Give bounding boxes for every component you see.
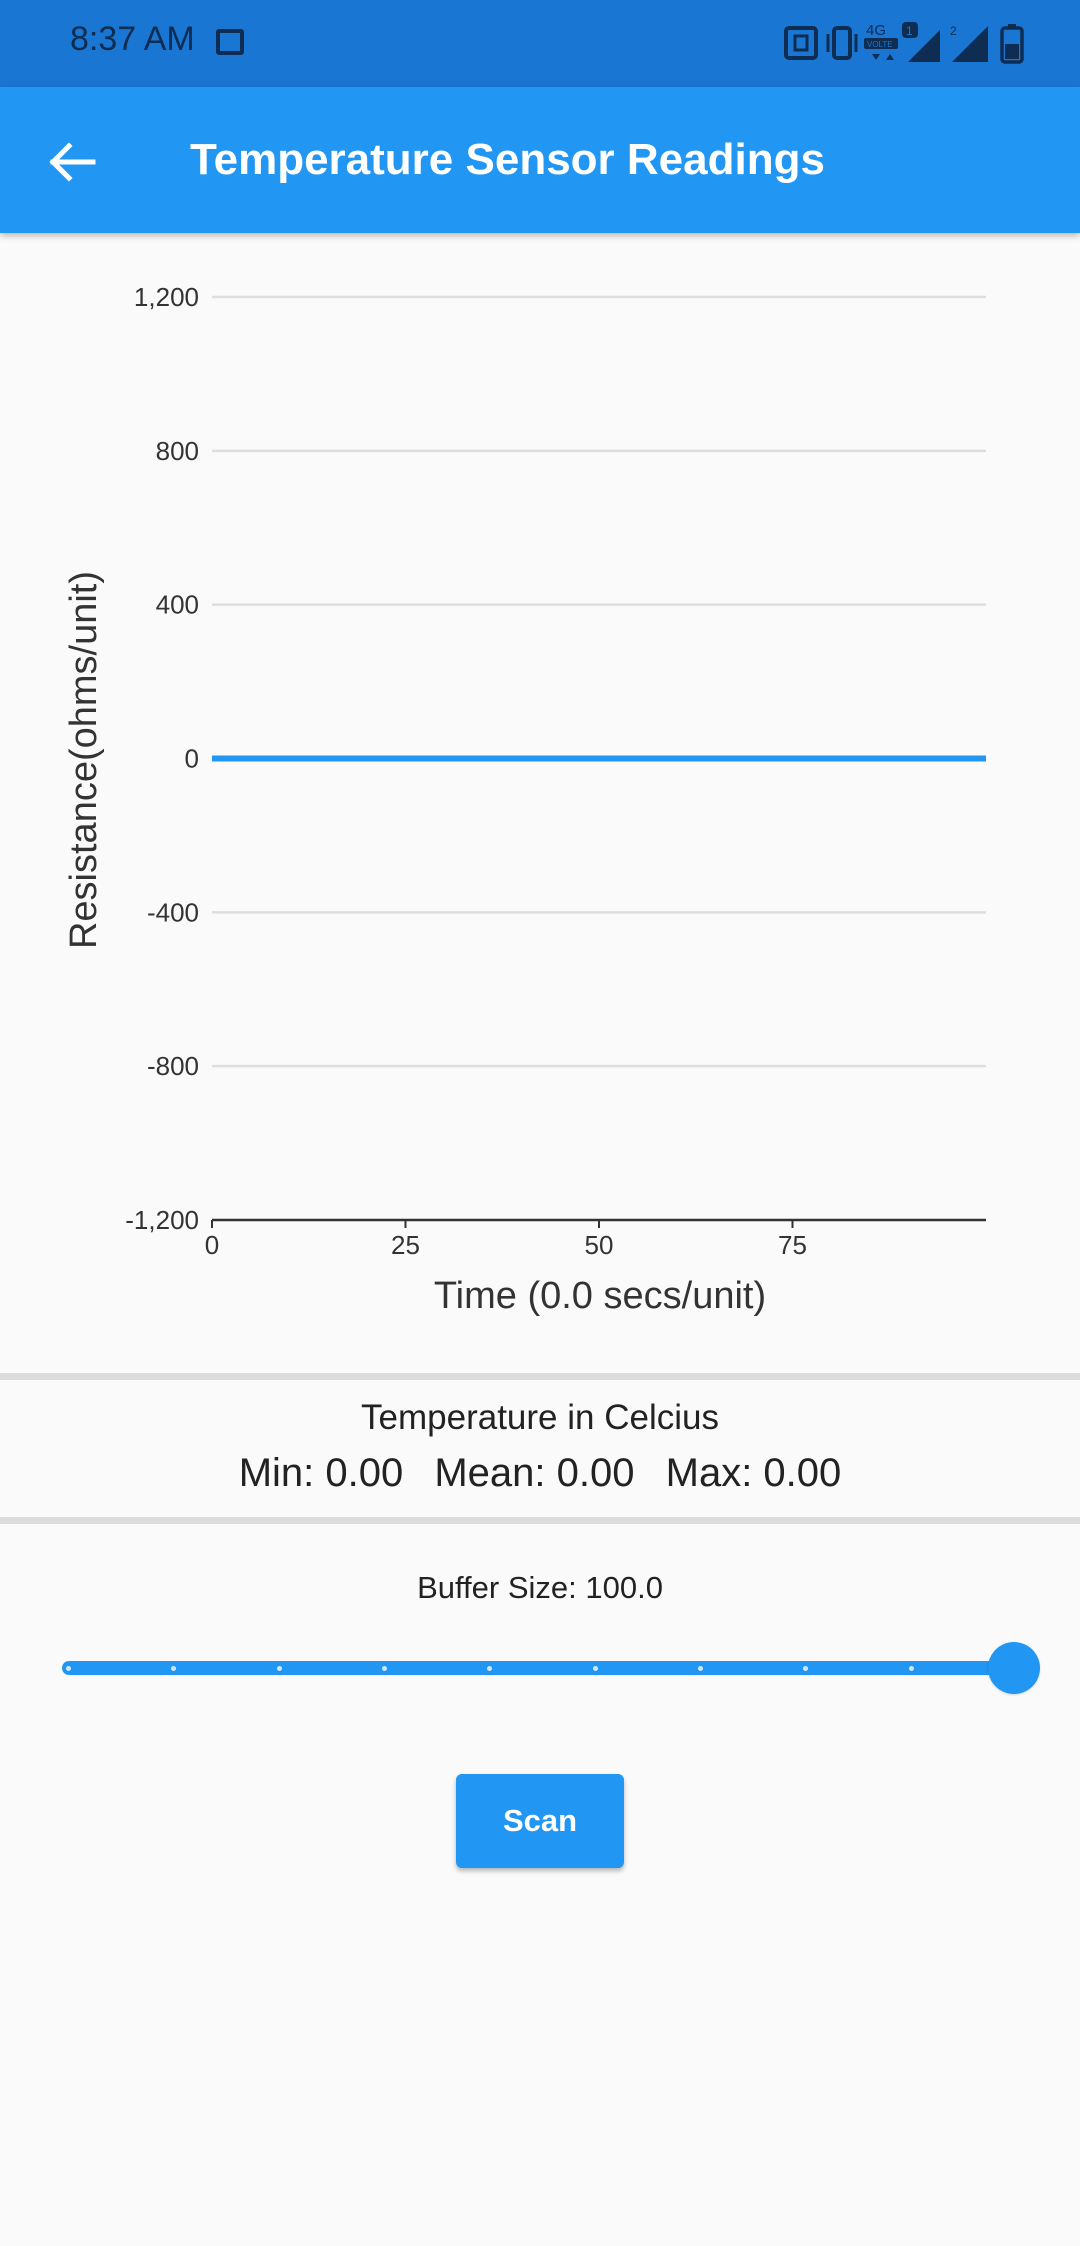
buffer-slider-thumb[interactable] <box>988 1642 1040 1694</box>
network-label: 4G <box>866 22 886 39</box>
y-tick-label: -400 <box>147 897 199 927</box>
slider-tick-mark <box>66 1666 71 1671</box>
page-title: Temperature Sensor Readings <box>190 135 825 184</box>
divider-top <box>0 1373 1080 1380</box>
stats-title: Temperature in Celcius <box>361 1398 719 1437</box>
status-time: 8:37 AM <box>70 20 195 58</box>
x-tick-label: 50 <box>585 1230 614 1260</box>
battery-icon <box>1000 24 1024 64</box>
slider-tick-mark <box>803 1666 809 1671</box>
slider-tick-mark <box>487 1666 493 1671</box>
resistance-chart: 1,200 800 400 0 -400 -800 -1,200 0 25 50 75 Time (… <box>0 240 1080 1320</box>
x-tick-label: 75 <box>778 1230 807 1260</box>
y-axis-label: Resistance(ohms/unit) <box>63 571 105 949</box>
stats-values: Min: 0.00 Mean: 0.00 Max: 0.00 <box>0 1451 1080 1496</box>
y-tick-label: 800 <box>156 436 199 466</box>
sim1-label: 1 <box>906 24 913 38</box>
y-tick-label: -800 <box>147 1051 199 1081</box>
buffer-size-label: Buffer Size: 100.0 <box>417 1570 663 1605</box>
status-bar: 8:37 AM 4G VOLTE <box>0 0 1080 87</box>
chart-axes <box>211 1218 986 1228</box>
slider-tick-mark <box>276 1666 282 1671</box>
y-tick-label: -1,200 <box>125 1205 199 1235</box>
vibrate-icon <box>826 26 858 60</box>
stat-min: Min: 0.00 <box>238 1451 404 1495</box>
volte-label: VOLTE <box>867 40 893 49</box>
stat-max: Max: 0.00 <box>665 1451 842 1495</box>
x-axis-label: Time (0.0 secs/unit) <box>434 1275 766 1317</box>
y-tick-label: 1,200 <box>134 282 199 312</box>
app-bar: Temperature Sensor Readings <box>0 87 1080 233</box>
slider-tick-mark <box>171 1666 177 1671</box>
signal-sim1-icon: 1 <box>902 22 940 62</box>
arrow-back-icon <box>49 142 96 182</box>
image-icon <box>216 29 244 55</box>
scan-button[interactable]: Scan <box>456 1774 624 1868</box>
sim2-label: 2 <box>950 24 957 38</box>
y-tick-label: 400 <box>156 590 199 620</box>
x-tick-label: 25 <box>391 1230 420 1260</box>
4g-volte-icon: 4G VOLTE <box>864 22 898 60</box>
divider-bottom <box>0 1517 1080 1524</box>
slider-tick-mark <box>382 1666 387 1671</box>
signal-sim2-icon: 2 <box>950 24 988 62</box>
status-icons: 4G VOLTE 1 2 <box>784 18 1044 68</box>
slider-tick-mark <box>698 1666 703 1671</box>
slider-tick-mark <box>592 1666 598 1671</box>
x-tick-label: 0 <box>205 1230 219 1260</box>
chart-grid <box>212 295 986 1068</box>
nfc-icon <box>784 26 818 60</box>
y-tick-label: 0 <box>185 744 199 774</box>
buffer-slider-track[interactable] <box>62 1661 1018 1675</box>
stat-mean: Mean: 0.00 <box>434 1451 635 1495</box>
slider-tick-mark <box>908 1666 914 1671</box>
back-button[interactable] <box>38 127 108 197</box>
